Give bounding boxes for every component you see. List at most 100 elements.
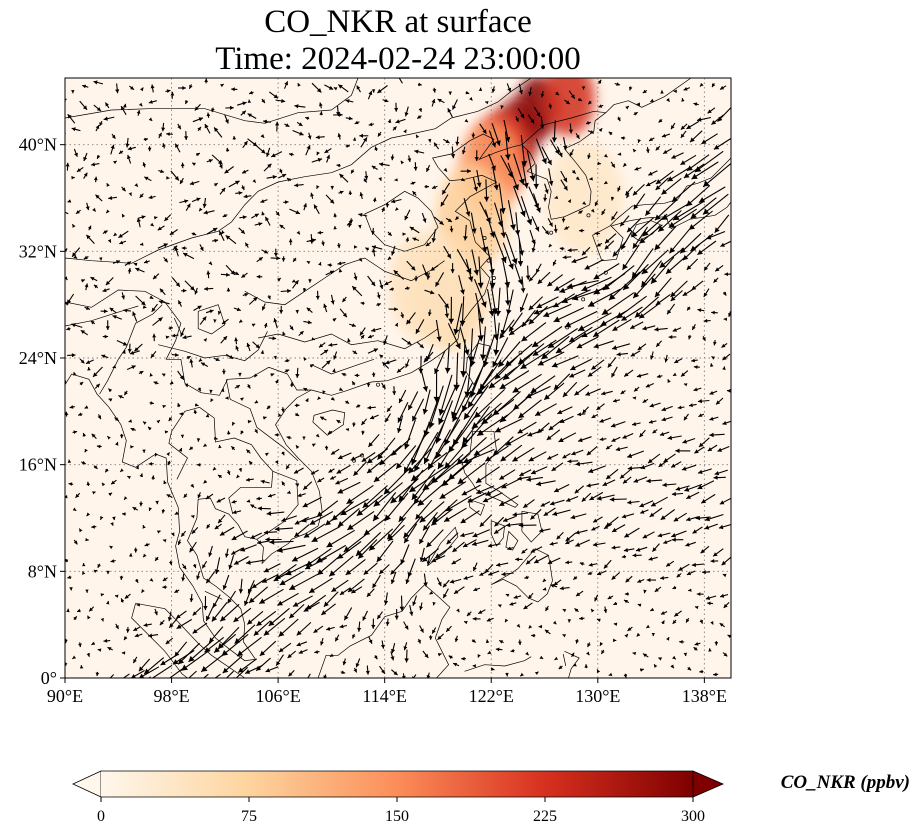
wind-arrow bbox=[367, 275, 376, 287]
wind-arrow bbox=[129, 350, 140, 355]
wind-arrow bbox=[204, 636, 225, 653]
wind-arrow bbox=[525, 651, 529, 656]
wind-arrow bbox=[487, 543, 501, 548]
wind-arrow bbox=[475, 485, 495, 495]
wind-arrow bbox=[515, 557, 523, 562]
wind-arrow bbox=[102, 334, 109, 339]
wind-arrow bbox=[407, 155, 412, 163]
wind-arrow bbox=[689, 130, 703, 143]
wind-arrow bbox=[715, 397, 724, 405]
wind-arrow bbox=[172, 245, 178, 251]
wind-arrow bbox=[213, 633, 237, 654]
wind-arrow bbox=[519, 672, 524, 677]
wind-arrow bbox=[418, 525, 430, 545]
wind-arrow bbox=[672, 372, 677, 377]
wind-arrow bbox=[177, 370, 185, 381]
wind-arrow bbox=[698, 186, 726, 203]
wind-arrow bbox=[616, 295, 647, 319]
wind-arrow bbox=[206, 112, 211, 118]
wind-arrow bbox=[158, 169, 165, 174]
wind-arrow bbox=[75, 492, 81, 499]
wind-arrow bbox=[567, 248, 578, 253]
wind-arrow bbox=[91, 641, 96, 646]
wind-arrow bbox=[513, 186, 526, 217]
wind-arrow bbox=[650, 496, 668, 507]
wind-arrow bbox=[670, 280, 688, 298]
wind-arrow bbox=[707, 444, 718, 452]
wind-arrow bbox=[197, 126, 202, 132]
wind-arrow bbox=[273, 355, 277, 360]
wind-arrow bbox=[448, 296, 455, 324]
wind-arrow bbox=[552, 509, 571, 516]
wind-arrow bbox=[247, 580, 255, 594]
wind-arrow bbox=[274, 526, 294, 532]
wind-arrow bbox=[67, 575, 72, 579]
wind-arrow bbox=[565, 495, 579, 502]
coastline-segment bbox=[158, 331, 268, 362]
wind-arrow bbox=[105, 209, 110, 214]
wind-arrow bbox=[206, 159, 213, 163]
wind-arrow bbox=[520, 196, 533, 226]
wind-arrow bbox=[485, 639, 490, 644]
colorbar-tick-label: 150 bbox=[385, 808, 409, 825]
wind-arrow bbox=[547, 218, 553, 227]
wind-arrow bbox=[506, 83, 512, 93]
wind-arrow bbox=[621, 513, 635, 519]
wind-arrow bbox=[124, 261, 132, 266]
wind-arrow bbox=[245, 477, 254, 482]
wind-arrow bbox=[349, 323, 356, 327]
wind-arrow bbox=[427, 429, 451, 471]
wind-arrow bbox=[247, 99, 252, 103]
wind-arrow bbox=[412, 190, 417, 196]
wind-arrow bbox=[166, 176, 170, 180]
wind-arrow bbox=[726, 389, 731, 393]
wind-arrow bbox=[355, 658, 361, 668]
wind-arrow bbox=[644, 196, 662, 216]
wind-arrow bbox=[608, 672, 613, 677]
wind-arrow bbox=[238, 372, 242, 377]
wind-arrow bbox=[614, 82, 621, 86]
wind-arrow bbox=[403, 129, 407, 134]
wind-arrow bbox=[704, 513, 724, 522]
wind-arrow bbox=[722, 366, 726, 370]
wind-arrow bbox=[302, 481, 313, 491]
wind-arrow bbox=[71, 127, 81, 132]
wind-arrow bbox=[488, 366, 518, 389]
wind-arrow bbox=[337, 242, 341, 249]
wind-arrow bbox=[473, 587, 481, 592]
wind-arrow bbox=[230, 445, 236, 451]
wind-arrow bbox=[294, 516, 310, 525]
wind-arrow bbox=[447, 108, 453, 118]
wind-arrow bbox=[133, 547, 138, 553]
wind-arrow bbox=[624, 527, 640, 538]
figure-title-line1: CO_NKR at surface bbox=[264, 4, 532, 40]
wind-arrow bbox=[525, 555, 537, 565]
wind-arrow bbox=[671, 152, 684, 159]
wind-arrow bbox=[166, 452, 170, 456]
wind-arrow bbox=[575, 590, 584, 597]
wind-arrow bbox=[196, 570, 201, 580]
wind-arrow bbox=[568, 90, 576, 100]
wind-arrow bbox=[228, 180, 240, 188]
wind-arrow bbox=[395, 445, 417, 470]
wind-arrow bbox=[260, 134, 265, 139]
wind-arrow bbox=[572, 169, 577, 174]
wind-arrow bbox=[203, 210, 215, 215]
wind-arrow bbox=[224, 114, 229, 124]
wind-arrow bbox=[605, 444, 613, 450]
wind-arrow bbox=[284, 123, 290, 128]
wind-arrow bbox=[231, 499, 237, 504]
wind-arrow bbox=[391, 669, 398, 676]
wind-arrow bbox=[396, 415, 404, 434]
wind-arrow bbox=[430, 508, 453, 526]
wind-arrow bbox=[419, 602, 423, 611]
wind-arrow bbox=[360, 334, 365, 339]
wind-arrow bbox=[354, 245, 358, 249]
wind-arrow bbox=[361, 452, 376, 463]
wind-arrow bbox=[268, 336, 277, 341]
wind-arrow bbox=[360, 301, 365, 306]
wind-arrow bbox=[620, 136, 626, 140]
wind-arrow bbox=[275, 654, 284, 667]
wind-arrow bbox=[561, 217, 566, 223]
wind-arrow bbox=[295, 367, 300, 378]
